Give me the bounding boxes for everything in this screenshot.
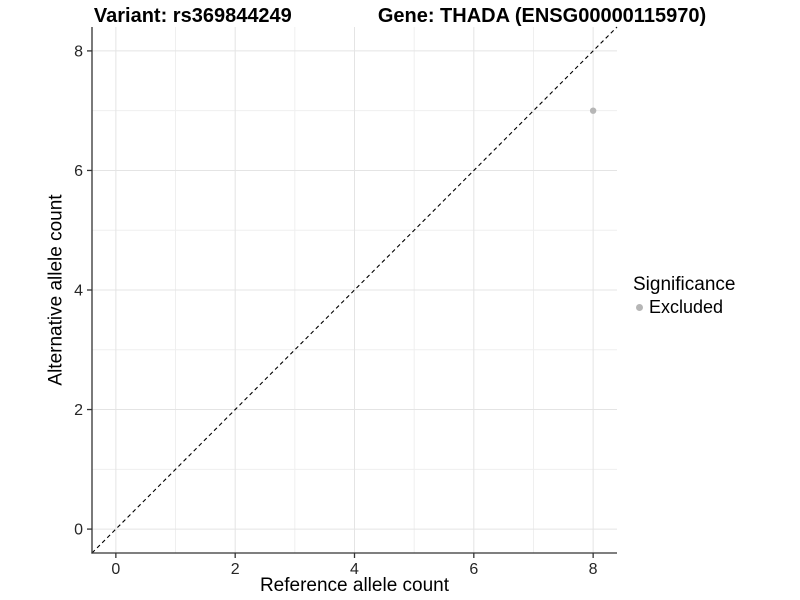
variant-title: Variant: rs369844249 (93, 5, 292, 27)
x-axis-title: Reference allele count (259, 575, 450, 596)
gene-title: Gene: THADA (ENSG00000115970) (377, 5, 707, 27)
x-tick-label: 0 (111, 561, 120, 578)
y-tick-label: 2 (74, 402, 83, 419)
identity-line (91, 26, 618, 554)
data-point (589, 107, 597, 114)
legend-item-label: Excluded (649, 297, 724, 317)
legend-item-excluded: Excluded (633, 297, 735, 317)
y-tick-label: 0 (74, 522, 83, 539)
legend: Significance Excluded (633, 274, 735, 317)
legend-key-dot (636, 303, 643, 311)
y-tick-label: 6 (74, 163, 83, 180)
y-tick-label: 4 (74, 283, 83, 300)
y-axis-title: Alternative allele count (46, 194, 68, 386)
x-tick-label: 4 (350, 561, 359, 578)
x-tick-label: 8 (589, 561, 598, 578)
plot-title-row: Variant: rs369844249 Gene: THADA (ENSG00… (0, 5, 800, 28)
x-tick-label: 2 (231, 561, 240, 578)
y-tick-label: 8 (74, 43, 83, 60)
legend-title: Significance (633, 274, 736, 295)
x-tick-label: 6 (469, 561, 478, 578)
